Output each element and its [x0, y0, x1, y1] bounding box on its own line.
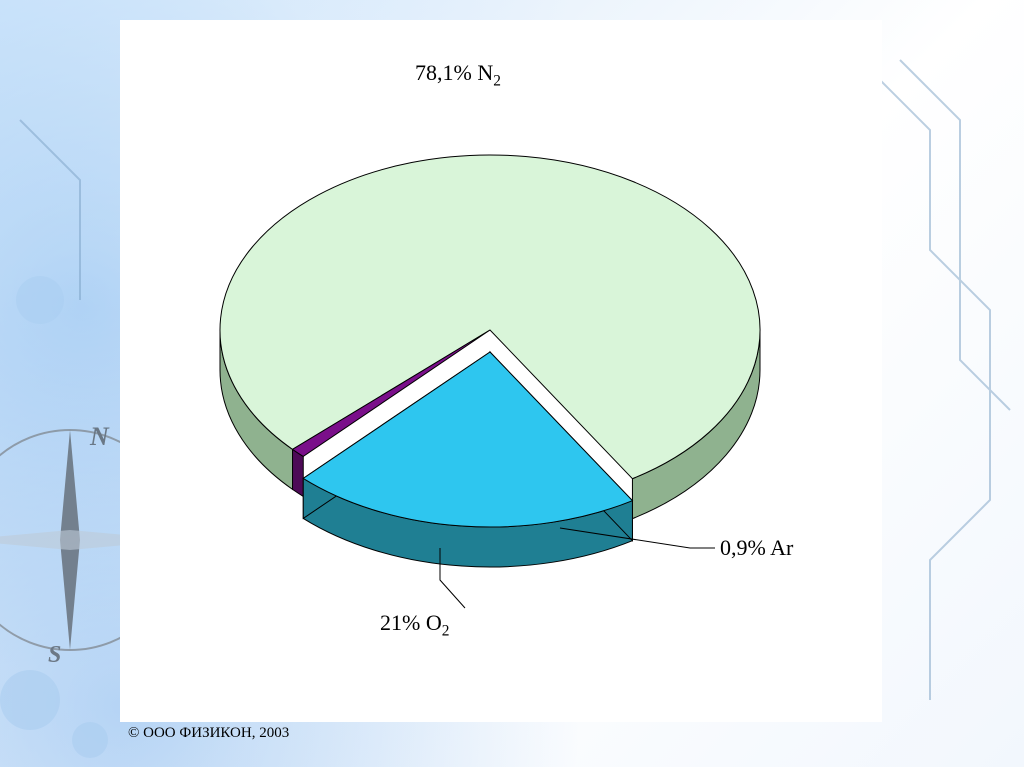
- label-ar: 0,9% Ar: [720, 535, 793, 561]
- chart-panel: [120, 20, 882, 722]
- stage: N S © ООО ФИЗИКОН, 2003 78,1% N2 21% O2 …: [0, 0, 1024, 767]
- label-n2: 78,1% N2: [415, 60, 501, 90]
- label-o2: 21% O2: [380, 610, 449, 640]
- copyright-text: © ООО ФИЗИКОН, 2003: [128, 725, 289, 742]
